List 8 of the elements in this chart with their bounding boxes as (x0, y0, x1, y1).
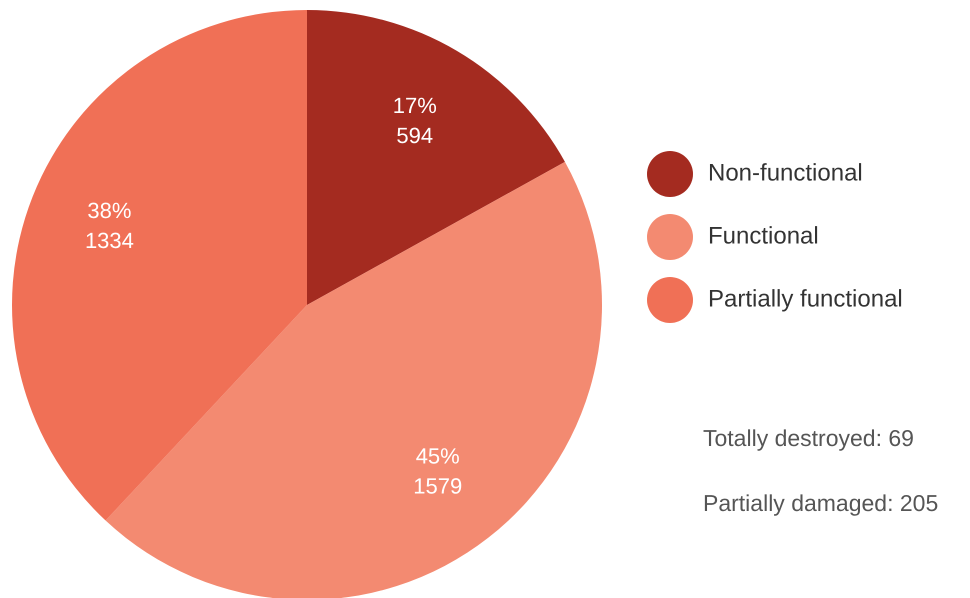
text: Partially damaged: 205 (703, 490, 938, 516)
data-label: 17% 594 (392, 92, 437, 148)
legend-label: Non-functional (708, 159, 863, 186)
text: Totally destroyed: 69 (703, 425, 914, 452)
data-label: 38% 1334 (84, 198, 134, 253)
legend-label: Functional (708, 222, 819, 250)
data-label: 45% 1579 (413, 443, 462, 498)
legend-label: Partially functional (708, 285, 903, 312)
